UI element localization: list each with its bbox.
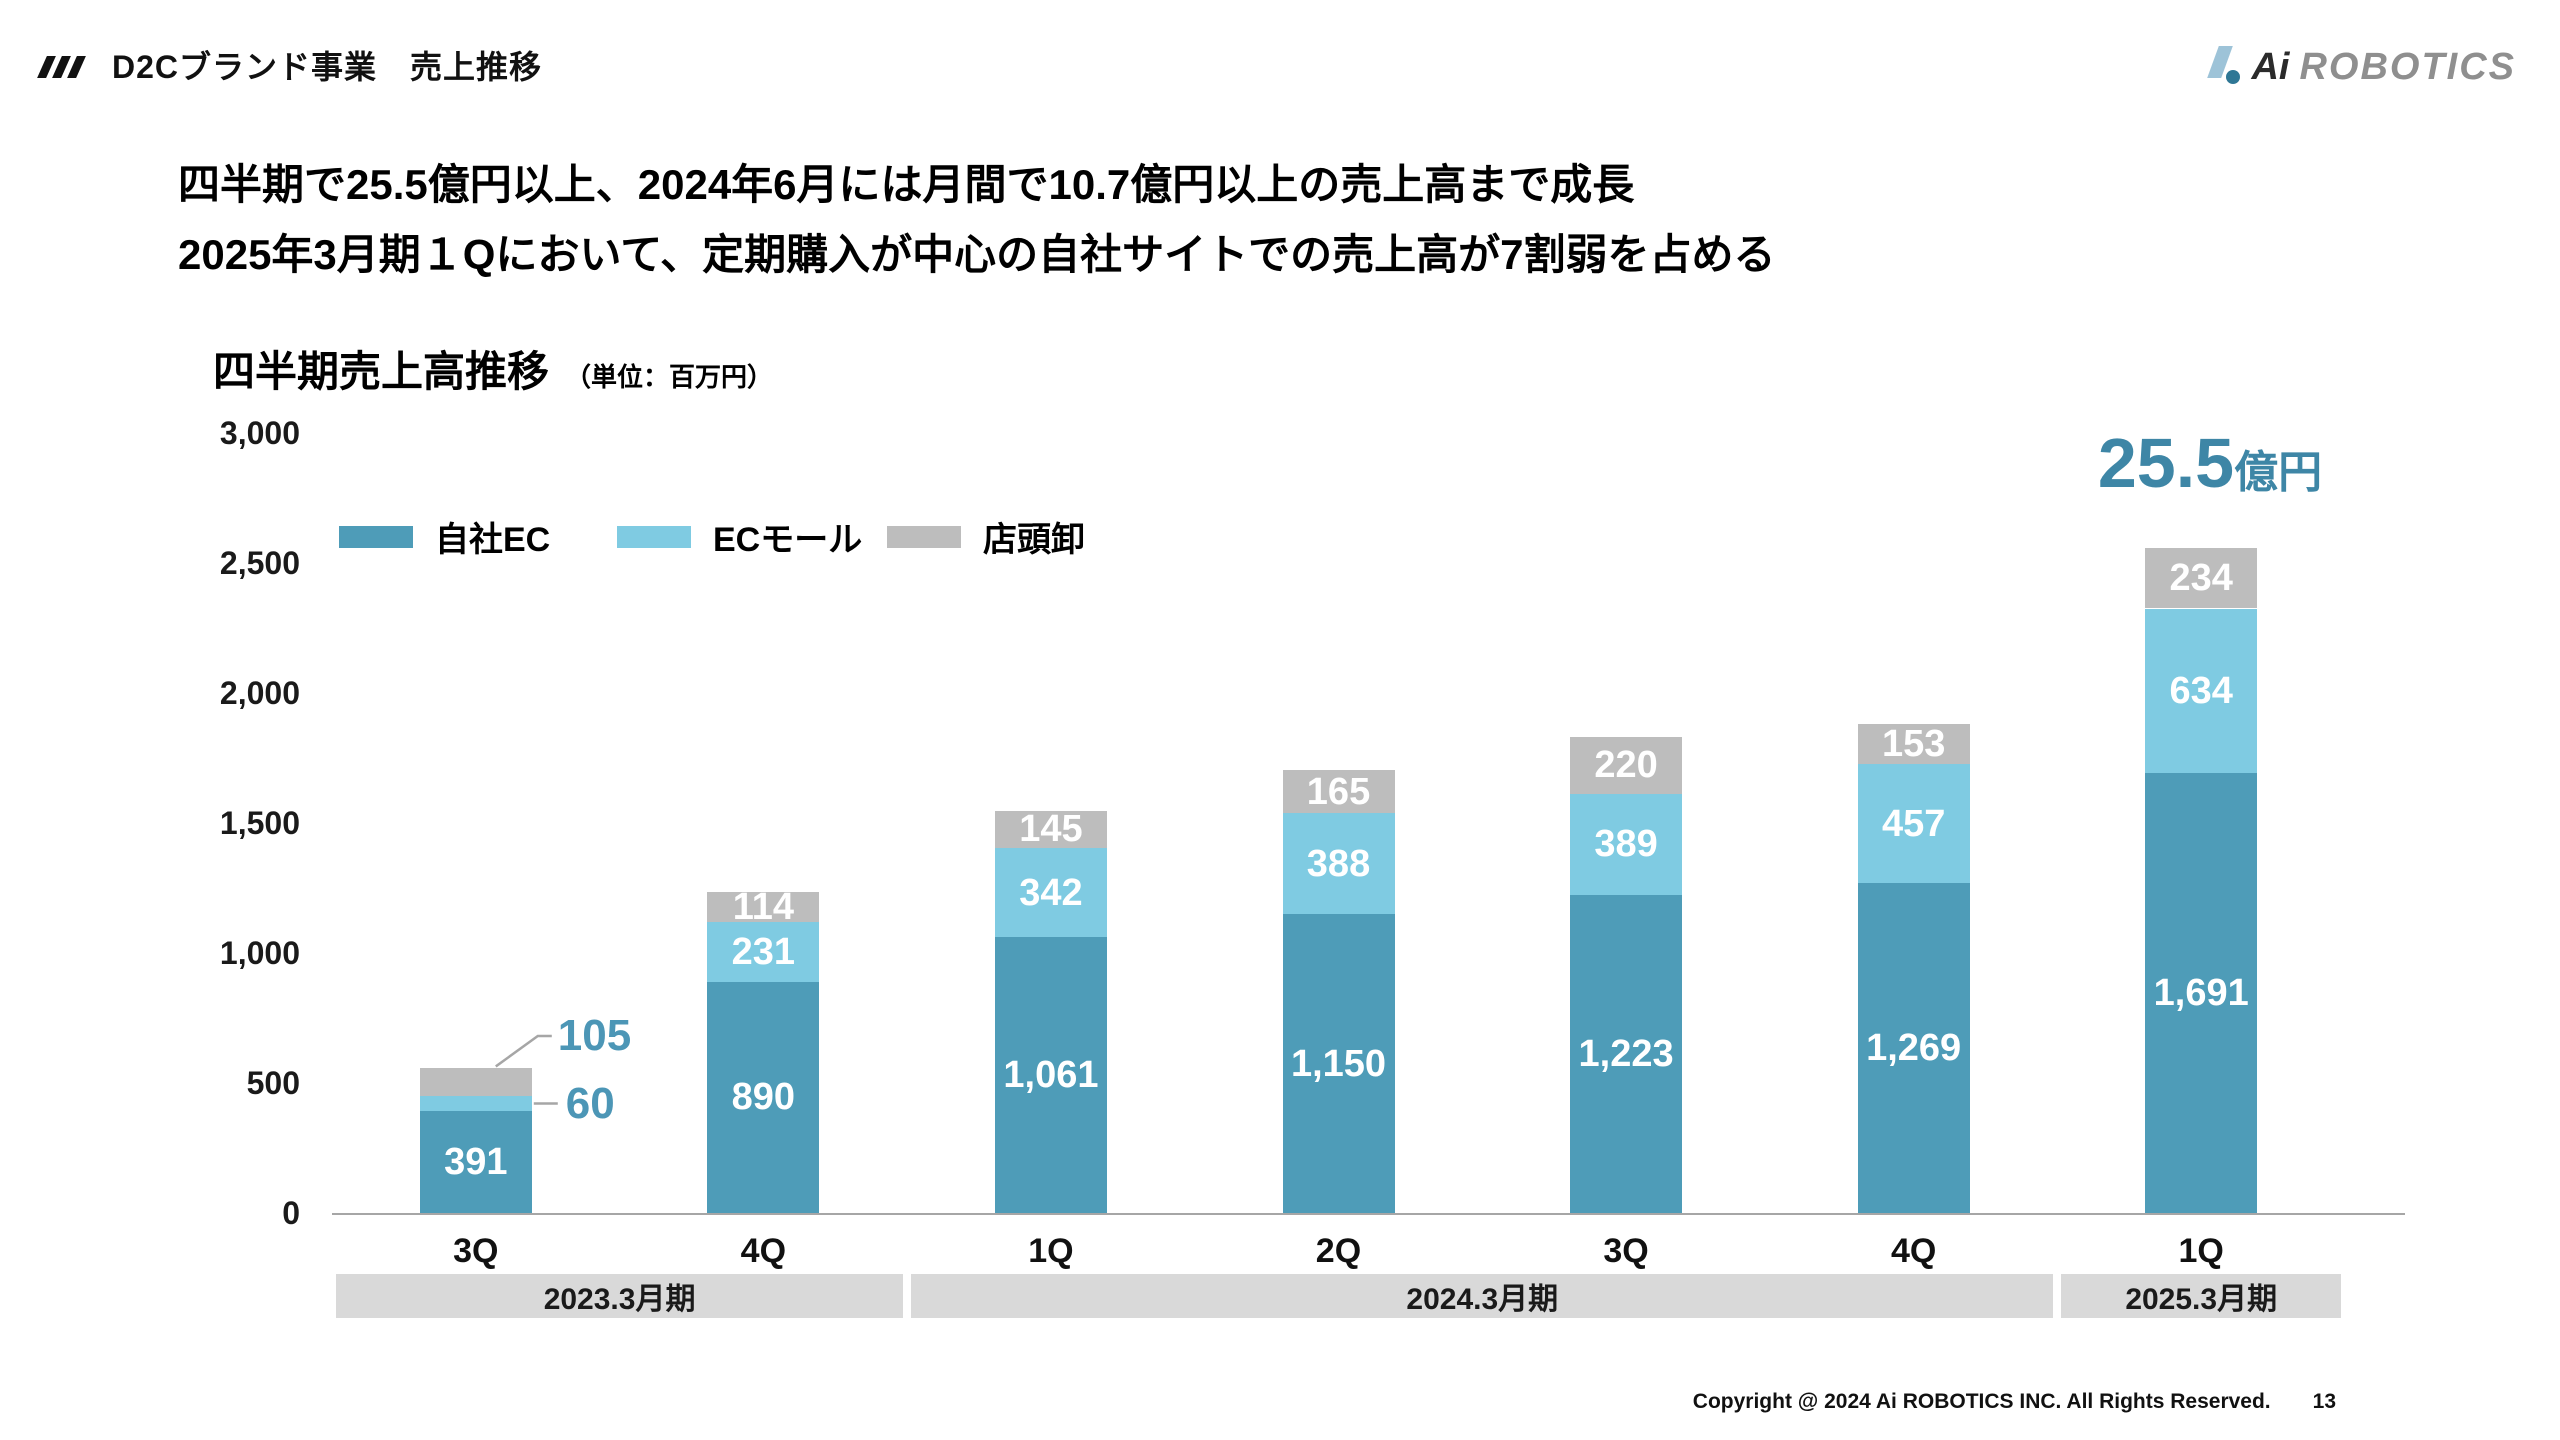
bar-segment-ec-mall: 342 [994,848,1107,938]
bar-value-label: 342 [1019,871,1083,914]
bar-value-label: 234 [2169,557,2233,600]
bar-value-label: 388 [1306,842,1371,885]
x-axis-label: 1Q [1028,1232,1074,1270]
legend-label: 自社EC [435,521,551,559]
y-axis-tick: 3,000 [219,415,300,451]
bar-value-label: 165 [1306,770,1371,813]
x-axis-line [332,1213,2405,1215]
headline: 四半期で25.5億円以上、2024年6月には月間で10.7億円以上の売上高まで成… [178,150,1775,290]
copyright-text: Copyright @ 2024 Ai ROBOTICS INC. All Ri… [1692,1390,2271,1413]
bar-segment-wholesale: 220 [1570,736,1683,794]
company-logo: Ai ROBOTICS [2205,44,2516,86]
legend-item-ec-mall: ECモール [617,512,862,561]
footer: Copyright @ 2024 Ai ROBOTICS INC. All Ri… [1693,1390,2336,1414]
bar-value-label: 220 [1594,744,1658,787]
bar-segment-ec-mall: 634 [2145,608,2258,774]
bar-segment-own-ec: 1,269 [1857,883,1970,1213]
legend-swatch-wholesale [887,525,961,548]
legend-label: ECモール [713,521,863,559]
y-axis-tick: 500 [246,1065,300,1101]
bar-segment-own-ec: 1,223 [1570,895,1683,1213]
bar-segment-wholesale: 114 [707,888,820,926]
legend-label: 店頭卸 [983,521,1085,559]
headline-line-1: 四半期で25.5億円以上、2024年6月には月間で10.7億円以上の売上高まで成… [178,161,1635,208]
bar-value-label: 391 [444,1141,508,1184]
bar-segment-wholesale: 165 [1282,770,1395,814]
bar-segment-own-ec: 1,150 [1282,914,1395,1213]
bar-value-label: 153 [1881,723,1946,766]
legend-swatch-ec-mall [617,525,691,548]
chart-title-unit: （単位：百万円） [565,362,774,392]
bar-segment-ec-mall [419,1095,532,1112]
period-band: 2025.3月期 [2061,1274,2341,1318]
chart-title-main: 四半期売上高推移 [213,348,550,395]
total-annotation-value: 25.5 [2097,424,2235,502]
logo-text-robotics: ROBOTICS [2299,46,2516,88]
y-axis-tick: 1,000 [219,935,300,971]
bar-segment-ec-mall: 388 [1282,813,1395,914]
x-axis-label: 3Q [453,1232,499,1270]
bar-value-label: 114 [732,885,794,928]
bar-value-label: 231 [731,930,796,973]
legend-item-wholesale: 店頭卸 [887,512,1085,561]
bar-value-label: 634 [2169,669,2233,712]
page-number: 13 [2312,1390,2336,1413]
legend-swatch-own-ec [339,525,413,548]
logo-text-ai: Ai [2251,46,2290,88]
x-axis-label: 1Q [2178,1232,2224,1270]
x-axis-label: 4Q [740,1232,787,1270]
bar-segment-ec-mall: 231 [707,921,820,982]
bar-segment-own-ec: 1,061 [994,937,1107,1213]
page-title: D2Cブランド事業 売上推移 [112,49,543,85]
bar-segment-ec-mall: 389 [1570,793,1683,895]
bar-value-label: 145 [1019,808,1083,851]
chart-title: 四半期売上高推移 （単位：百万円） [213,338,773,399]
callout-label-wholesale: 105 [557,1011,632,1060]
x-axis-label: 3Q [1603,1232,1649,1270]
logo-slash-dot-icon [2205,44,2241,86]
headline-line-2: 2025年3月期１Qにおいて、定期購入が中心の自社サイトでの売上高が7割弱を占め… [178,231,1776,278]
y-axis-tick: 2,500 [219,545,300,581]
bar-segment-wholesale: 234 [2145,547,2258,609]
total-annotation-unit: 億円 [2234,448,2323,497]
bar-segment-ec-mall: 457 [1857,764,1970,884]
period-band: 2024.3月期 [911,1274,2054,1318]
bar-value-label: 1,061 [1003,1054,1099,1097]
bar-segment-wholesale: 153 [1857,723,1970,766]
bar-value-label: 1,223 [1578,1033,1674,1075]
period-band: 2023.3月期 [336,1274,904,1318]
total-annotation: 25.5 億円 [2040,428,2380,498]
bar-value-label: 1,150 [1290,1042,1387,1085]
legend-item-own-ec: 自社EC [339,512,550,561]
x-axis-label: 4Q [1890,1232,1937,1270]
bar-value-label: 389 [1594,823,1658,866]
bar-value-label: 1,691 [2153,972,2249,1015]
bar-segment-wholesale [419,1068,532,1096]
bar-value-label: 457 [1881,802,1946,845]
x-axis-label: 2Q [1315,1232,1362,1270]
slide-corner-mark-icon [37,56,86,78]
y-axis-tick: 1,500 [219,805,300,841]
callout-label-ec-mall: 60 [565,1078,615,1128]
bar-segment-own-ec: 890 [707,981,820,1213]
bar-value-label: 890 [731,1076,796,1119]
y-axis-tick: 2,000 [219,675,300,711]
bar-value-label: 1,269 [1866,1027,1962,1070]
bar-segment-own-ec: 1,691 [2145,773,2258,1213]
bar-segment-wholesale: 145 [994,808,1107,851]
bar-segment-own-ec: 391 [419,1111,532,1213]
y-axis-tick: 0 [282,1195,300,1231]
